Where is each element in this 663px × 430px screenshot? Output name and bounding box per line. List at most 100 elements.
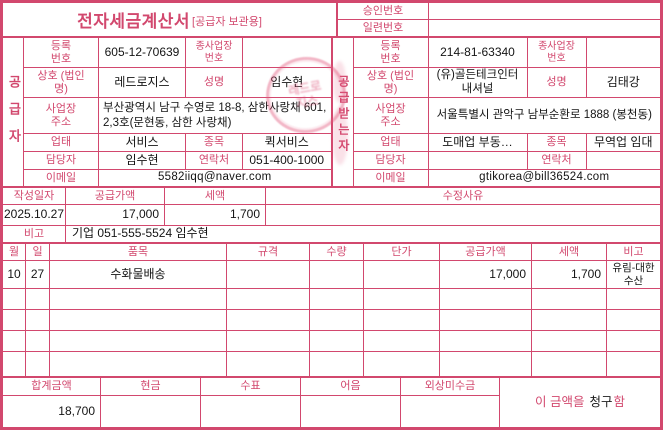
empty-item-cell — [364, 289, 439, 309]
buyer-ceo-name: 김태강 — [586, 68, 660, 97]
buyer-reg-no-label: 등록 번호 — [353, 38, 428, 67]
empty-item-cell — [440, 331, 531, 351]
supplier-section: 공급자 등록 번호 605-12-70639 종사업장 번호 상호 (법인명) … — [3, 38, 331, 186]
empty-item-cell — [3, 331, 25, 351]
item-row-month: 10 — [3, 261, 25, 288]
buyer-email: gtikorea@bill36524.com — [428, 170, 660, 186]
supplier-ceo-name: 임수현 — [243, 68, 331, 97]
tax-amount-label: 세액 — [165, 188, 265, 204]
item-row-qty — [310, 261, 363, 288]
serial-number-value — [429, 20, 660, 36]
supplier-party-label: 공급자 — [3, 38, 23, 186]
buyer-name: (유)골든테크인터내셔널 — [428, 68, 527, 97]
supplier-reg-no-label: 등록 번호 — [24, 38, 98, 67]
buyer-biz-item: 무역업 임대 — [586, 134, 660, 151]
empty-item-cell — [364, 352, 439, 376]
check-value — [201, 396, 300, 427]
issue-date-value: 2025.10.27 — [3, 205, 65, 225]
claim-prefix: 이 금액을 — [534, 395, 585, 410]
supplier-biz-item: 퀵서비스 — [243, 134, 331, 151]
revision-reason-label: 수정사유 — [266, 188, 660, 204]
empty-item-cell — [440, 289, 531, 309]
buyer-phone — [586, 152, 660, 169]
item-row-day: 27 — [26, 261, 49, 288]
col-header-tax: 세액 — [532, 244, 606, 260]
item-row-unit-price — [364, 261, 439, 288]
empty-item-cell — [607, 352, 660, 376]
footer-section: 합계금액 현금 수표 어음 외상미수금 이 금액을 청구 함 18,700 — [3, 376, 660, 427]
issue-date-label: 작성일자 — [3, 188, 65, 204]
total-amount-label: 합계금액 — [3, 378, 100, 395]
buyer-section: 공급받는자 등록 번호 214-81-63340 종사업장 번호 상호 (법인명… — [332, 38, 660, 186]
empty-item-cell — [310, 331, 363, 351]
empty-item-cell — [50, 331, 226, 351]
supplier-biz-item-label: 종목 — [186, 134, 242, 151]
col-header-qty: 수량 — [310, 244, 363, 260]
buyer-contact-label: 담당자 — [353, 152, 428, 169]
buyer-ceo-label: 성명 — [527, 68, 586, 97]
buyer-phone-label: 연락처 — [527, 152, 586, 169]
buyer-contact — [428, 152, 527, 169]
claim-word: 청구 — [589, 395, 613, 410]
bill-value — [301, 396, 400, 427]
item-row-tax: 1,700 — [532, 261, 606, 288]
document-title: 전자세금계산서 [공급자 보관용] — [3, 3, 336, 36]
empty-item-cell — [310, 310, 363, 330]
buyer-biz-item-label: 종목 — [527, 134, 586, 151]
col-header-item: 품목 — [50, 244, 226, 260]
empty-item-cell — [227, 310, 309, 330]
col-header-day: 일 — [26, 244, 49, 260]
parties-section: 공급자 등록 번호 605-12-70639 종사업장 번호 상호 (법인명) … — [3, 36, 660, 186]
supplier-address: 부산광역시 남구 수영로 18-8, 삼한사랑채 601,2,3호(문현동, 삼… — [99, 98, 331, 133]
buyer-name-label: 상호 (법인명) — [353, 68, 428, 97]
empty-item-cell — [26, 289, 49, 309]
title-sub: [공급자 보관용] — [192, 15, 262, 28]
empty-item-cell — [532, 289, 606, 309]
supplier-sub-biz-label: 종사업장 번호 — [186, 38, 242, 67]
approval-table: 승인번호 일련번호 — [338, 3, 660, 36]
empty-item-cell — [227, 289, 309, 309]
supplier-biz-type: 서비스 — [99, 134, 185, 151]
empty-item-cell — [440, 352, 531, 376]
items-grid: 월 일 품목 규격 수량 단가 공급가액 세액 비고 10 27 수화물배송 1… — [3, 242, 660, 376]
col-header-unit-price: 단가 — [364, 244, 439, 260]
buyer-party-label: 공급받는자 — [332, 38, 353, 186]
tax-amount-value: 1,700 — [165, 205, 265, 225]
buyer-address-label: 사업장 주소 — [353, 98, 428, 133]
item-row-name: 수화물배송 — [50, 261, 226, 288]
item-row-note: 유림-대한수산 — [607, 261, 660, 288]
remarks-label: 비고 — [3, 226, 65, 242]
empty-item-cell — [227, 331, 309, 351]
check-label: 수표 — [201, 378, 300, 395]
supplier-name: 레드로지스 — [99, 68, 185, 97]
item-row-supply: 17,000 — [440, 261, 531, 288]
empty-item-cell — [532, 352, 606, 376]
supplier-phone-label: 연락처 — [186, 152, 242, 169]
empty-item-cell — [3, 352, 25, 376]
empty-item-cell — [310, 289, 363, 309]
title-row: 전자세금계산서 [공급자 보관용] 승인번호 일련번호 — [3, 3, 660, 36]
supplier-address-label: 사업장 주소 — [24, 98, 98, 133]
remarks-value: 기업 051-555-5524 임수현 — [66, 226, 660, 242]
cash-label: 현금 — [101, 378, 200, 395]
empty-item-cell — [364, 331, 439, 351]
empty-item-cell — [3, 289, 25, 309]
supplier-reg-no: 605-12-70639 — [99, 38, 185, 67]
bill-label: 어음 — [301, 378, 400, 395]
empty-item-cell — [227, 352, 309, 376]
approval-number-label: 승인번호 — [338, 3, 428, 19]
supplier-contact: 임수현 — [99, 152, 185, 169]
empty-item-cell — [364, 310, 439, 330]
empty-item-cell — [532, 310, 606, 330]
serial-number-label: 일련번호 — [338, 20, 428, 36]
empty-item-cell — [50, 289, 226, 309]
revision-reason-value — [266, 205, 660, 225]
buyer-reg-no: 214-81-63340 — [428, 38, 527, 67]
empty-item-cell — [50, 310, 226, 330]
receivable-value — [401, 396, 499, 427]
empty-item-cell — [310, 352, 363, 376]
receivable-label: 외상미수금 — [401, 378, 499, 395]
supplier-name-label: 상호 (법인명) — [24, 68, 98, 97]
buyer-sub-biz — [586, 38, 660, 67]
col-header-supply: 공급가액 — [440, 244, 531, 260]
